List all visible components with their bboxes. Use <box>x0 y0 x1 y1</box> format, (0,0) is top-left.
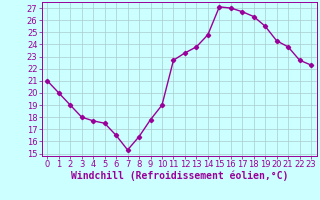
X-axis label: Windchill (Refroidissement éolien,°C): Windchill (Refroidissement éolien,°C) <box>70 171 288 181</box>
